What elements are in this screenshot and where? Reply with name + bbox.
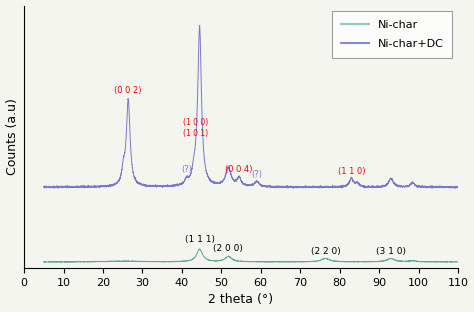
Text: (1 1 0): (1 1 0) — [337, 167, 365, 176]
X-axis label: 2 theta (°): 2 theta (°) — [209, 294, 273, 306]
Text: (3 1 0): (3 1 0) — [376, 247, 406, 256]
Legend: Ni-char, Ni-char+DC: Ni-char, Ni-char+DC — [332, 11, 452, 58]
Text: (1 0 0)
(1 0 1): (1 0 0) (1 0 1) — [183, 119, 208, 138]
Text: (1 1 1): (1 1 1) — [184, 235, 215, 244]
Text: (?): (?) — [251, 170, 262, 179]
Text: (0 0 2): (0 0 2) — [115, 86, 142, 95]
Text: (0 0 4): (0 0 4) — [225, 165, 253, 174]
Text: (2 2 0): (2 2 0) — [310, 247, 340, 256]
Text: (?): (?) — [181, 165, 192, 174]
Text: (2 0 0): (2 0 0) — [213, 244, 243, 253]
Y-axis label: Counts (a.u): Counts (a.u) — [6, 98, 18, 175]
